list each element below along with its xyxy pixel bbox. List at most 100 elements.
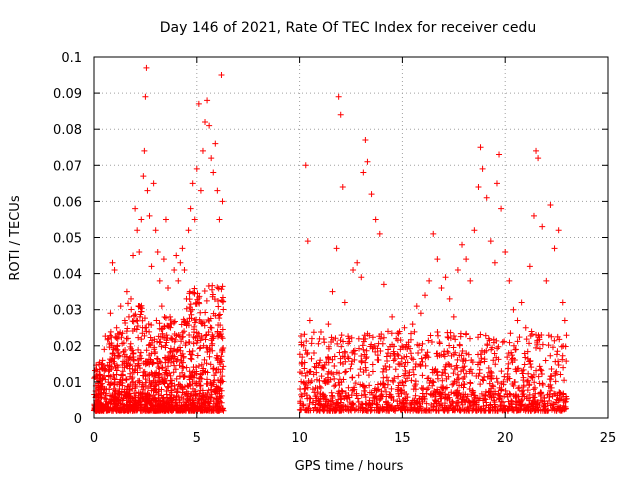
density-point bbox=[111, 376, 118, 383]
density-point bbox=[181, 406, 188, 413]
density-point bbox=[478, 355, 485, 362]
density-point bbox=[340, 360, 347, 367]
y-tick-label: 0.03 bbox=[53, 304, 82, 319]
density-point bbox=[166, 392, 173, 399]
density-point bbox=[555, 358, 562, 365]
density-point bbox=[173, 402, 180, 409]
density-point bbox=[563, 332, 570, 339]
density-point bbox=[202, 336, 209, 343]
density-point bbox=[115, 407, 122, 414]
density-point bbox=[113, 335, 120, 342]
density-point bbox=[218, 331, 225, 338]
data-point bbox=[105, 335, 112, 342]
data-point bbox=[189, 180, 196, 187]
density-point bbox=[138, 401, 145, 408]
density-point bbox=[469, 370, 476, 377]
density-point bbox=[520, 382, 527, 389]
density-point bbox=[108, 342, 115, 349]
data-point bbox=[173, 252, 180, 259]
density-point bbox=[127, 354, 134, 361]
density-point bbox=[199, 320, 206, 327]
density-point bbox=[146, 352, 153, 359]
density-point bbox=[186, 395, 193, 402]
density-point bbox=[418, 355, 425, 362]
density-point bbox=[504, 365, 511, 372]
density-point bbox=[132, 389, 139, 396]
data-point bbox=[522, 324, 529, 331]
density-point bbox=[106, 341, 113, 348]
density-point bbox=[112, 387, 119, 394]
density-point bbox=[191, 323, 198, 330]
density-point bbox=[192, 299, 199, 306]
density-point bbox=[368, 389, 375, 396]
density-point bbox=[119, 362, 126, 369]
data-point bbox=[434, 256, 441, 263]
density-point bbox=[537, 390, 544, 397]
density-point bbox=[504, 354, 511, 361]
density-point bbox=[149, 359, 156, 366]
density-point bbox=[447, 335, 454, 342]
density-point bbox=[181, 383, 188, 390]
density-point bbox=[338, 387, 345, 394]
density-point bbox=[388, 385, 395, 392]
density-point bbox=[390, 357, 397, 364]
density-point bbox=[392, 356, 399, 363]
density-point bbox=[554, 392, 561, 399]
density-point bbox=[536, 345, 543, 352]
density-point bbox=[501, 406, 508, 413]
density-point bbox=[380, 374, 387, 381]
density-point bbox=[544, 407, 551, 414]
density-point bbox=[547, 402, 554, 409]
data-point bbox=[446, 295, 453, 302]
density-point bbox=[526, 391, 533, 398]
density-point bbox=[163, 332, 170, 339]
data-point bbox=[175, 277, 182, 284]
density-point bbox=[183, 320, 190, 327]
density-point bbox=[148, 379, 155, 386]
density-point bbox=[306, 368, 313, 375]
density-point bbox=[135, 346, 142, 353]
density-point bbox=[410, 366, 417, 373]
density-point bbox=[209, 340, 216, 347]
density-point bbox=[216, 311, 223, 318]
density-point bbox=[183, 305, 190, 312]
density-point bbox=[482, 332, 489, 339]
data-point bbox=[199, 147, 206, 154]
density-point bbox=[464, 404, 471, 411]
data-point bbox=[518, 299, 525, 306]
density-point bbox=[348, 361, 355, 368]
density-point bbox=[434, 328, 441, 335]
density-point bbox=[475, 334, 482, 341]
y-tick-label: 0.04 bbox=[53, 268, 82, 283]
data-point bbox=[169, 335, 176, 342]
density-point bbox=[113, 362, 120, 369]
density-point bbox=[379, 381, 386, 388]
density-point bbox=[515, 393, 522, 400]
density-point bbox=[539, 380, 546, 387]
density-point bbox=[183, 392, 190, 399]
density-point bbox=[547, 387, 554, 394]
density-point bbox=[438, 391, 445, 398]
density-point bbox=[527, 357, 534, 364]
data-point bbox=[426, 277, 433, 284]
density-point bbox=[178, 352, 185, 359]
data-point bbox=[551, 245, 558, 252]
data-point bbox=[510, 306, 517, 313]
density-point bbox=[509, 405, 516, 412]
data-point bbox=[389, 313, 396, 320]
density-point bbox=[180, 407, 187, 414]
data-point bbox=[214, 187, 221, 194]
density-point bbox=[383, 366, 390, 373]
density-point bbox=[422, 362, 429, 369]
density-point bbox=[370, 394, 376, 401]
density-point bbox=[171, 362, 178, 369]
density-point bbox=[474, 351, 481, 358]
density-point bbox=[419, 372, 426, 379]
density-point bbox=[403, 353, 410, 360]
density-point bbox=[136, 303, 143, 310]
density-point bbox=[443, 404, 450, 411]
data-point bbox=[152, 227, 159, 234]
data-point bbox=[438, 285, 445, 292]
density-point bbox=[428, 339, 435, 346]
density-point bbox=[127, 340, 134, 347]
